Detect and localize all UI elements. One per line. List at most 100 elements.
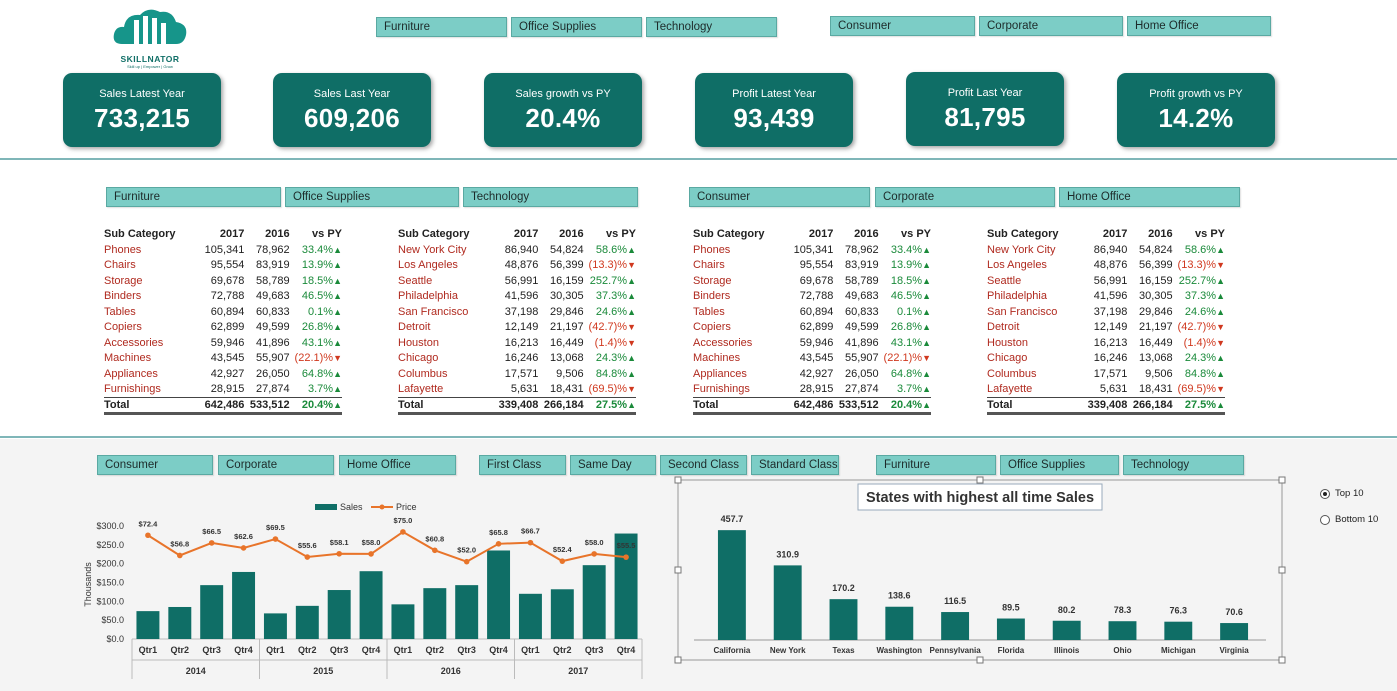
price-point bbox=[368, 551, 374, 557]
up-arrow-icon: ▲ bbox=[922, 322, 931, 333]
value-2016: 54,824 bbox=[549, 243, 584, 256]
value-2016: 18,431 bbox=[549, 383, 584, 395]
down-arrow-icon: ▼ bbox=[922, 353, 931, 364]
vs-py: 13.9%▲ bbox=[290, 258, 342, 274]
row-name: Tables bbox=[693, 305, 725, 318]
table-row: Tables 60,894 60,833 0.1%▲ bbox=[104, 304, 342, 320]
state-data-label: 78.3 bbox=[1114, 605, 1132, 615]
row-name: Binders bbox=[104, 290, 142, 303]
table-row: Los Angeles 48,876 56,399 (13.3)%▼ bbox=[987, 258, 1225, 274]
table-row: Chicago 16,246 13,068 24.3%▲ bbox=[398, 351, 636, 367]
value-2017: 642,486 bbox=[199, 396, 245, 415]
mid-slicer-home-office[interactable]: Home Office bbox=[1059, 187, 1240, 207]
vs-py-value: 20.4% bbox=[301, 398, 334, 411]
sales-bar bbox=[487, 550, 511, 639]
vs-py-value: (42.7)% bbox=[1177, 321, 1217, 334]
bottom-slicer-first-class[interactable]: First Class bbox=[479, 455, 566, 475]
price-point bbox=[527, 539, 534, 546]
up-arrow-icon: ▲ bbox=[333, 368, 342, 379]
sales-bar bbox=[232, 571, 256, 639]
bottom-slicer-office-supplies[interactable]: Office Supplies bbox=[1000, 455, 1119, 475]
mid-slicer-furniture[interactable]: Furniture bbox=[106, 187, 281, 207]
mid-slicer-corporate[interactable]: Corporate bbox=[875, 187, 1055, 207]
top-slicer-furniture[interactable]: Furniture bbox=[376, 17, 507, 37]
bottom-slicer-home-office[interactable]: Home Office bbox=[339, 455, 456, 475]
kpi-label: Profit Last Year bbox=[947, 87, 1023, 99]
top-slicer-corporate[interactable]: Corporate bbox=[979, 16, 1123, 36]
bottom-slicer-technology[interactable]: Technology bbox=[1123, 455, 1244, 475]
price-data-label: $60.8 bbox=[425, 534, 444, 543]
kpi-profit-last-year: Profit Last Year 81,795 bbox=[906, 72, 1064, 146]
vs-py-value: 13.9% bbox=[301, 259, 334, 272]
down-arrow-icon: ▼ bbox=[627, 337, 636, 348]
value-2016: 29,846 bbox=[1138, 305, 1173, 318]
row-name: Columbus bbox=[987, 367, 1037, 380]
value-2017: 5,631 bbox=[1099, 383, 1128, 395]
bottom-slicer-corporate[interactable]: Corporate bbox=[218, 455, 334, 475]
top-slicer-technology[interactable]: Technology bbox=[646, 17, 777, 37]
down-arrow-icon: ▼ bbox=[333, 353, 342, 364]
row-name: Appliances bbox=[104, 367, 158, 380]
logo: SKILLNATOR Skill up | Empower | Grow bbox=[110, 6, 190, 69]
divider bbox=[0, 158, 1397, 160]
top-slicer-home-office[interactable]: Home Office bbox=[1127, 16, 1271, 36]
mid-slicer-office-supplies[interactable]: Office Supplies bbox=[285, 187, 459, 207]
bottom-slicer-same-day[interactable]: Same Day bbox=[570, 455, 656, 475]
row-name: Los Angeles bbox=[987, 259, 1047, 272]
bottom-slicer-consumer[interactable]: Consumer bbox=[97, 455, 213, 475]
state-category-label: Michigan bbox=[1161, 646, 1196, 655]
mid-slicer-consumer[interactable]: Consumer bbox=[689, 187, 870, 207]
up-arrow-icon: ▲ bbox=[627, 244, 636, 255]
radio-bottom-10[interactable]: Bottom 10 bbox=[1320, 514, 1378, 525]
value-2017: 69,678 bbox=[799, 274, 834, 287]
down-arrow-icon: ▼ bbox=[1216, 384, 1225, 394]
up-arrow-icon: ▲ bbox=[627, 368, 636, 379]
radio-top-10[interactable]: Top 10 bbox=[1320, 488, 1364, 499]
vs-py: 46.5%▲ bbox=[290, 289, 342, 305]
states-sales-chart[interactable]: States with highest all time Sales 457.7 C… bbox=[672, 472, 1292, 668]
vs-py: 24.6%▲ bbox=[584, 304, 636, 320]
vs-py-value: 24.6% bbox=[595, 305, 628, 318]
up-arrow-icon: ▲ bbox=[333, 244, 342, 255]
up-arrow-icon: ▲ bbox=[627, 306, 636, 317]
vs-py-value: (69.5)% bbox=[588, 383, 628, 395]
vs-py: 37.3%▲ bbox=[1173, 289, 1225, 305]
up-arrow-icon: ▲ bbox=[333, 275, 342, 286]
value-2017: 12,149 bbox=[504, 321, 539, 334]
mid-slicer-technology[interactable]: Technology bbox=[463, 187, 638, 207]
table-row: Copiers 62,899 49,599 26.8%▲ bbox=[693, 320, 931, 336]
kpi-value: 14.2% bbox=[1158, 103, 1234, 133]
resize-handle bbox=[1278, 656, 1286, 664]
top-slicer-consumer[interactable]: Consumer bbox=[830, 16, 975, 36]
up-arrow-icon: ▲ bbox=[333, 306, 342, 317]
column-header: vs PY bbox=[1195, 228, 1225, 240]
column-header: 2017 bbox=[1102, 228, 1128, 240]
up-arrow-icon: ▲ bbox=[922, 368, 931, 379]
value-2017: 12,149 bbox=[1093, 321, 1128, 334]
radio-label: Bottom 10 bbox=[1335, 514, 1379, 525]
quarter-label: Qtr4 bbox=[489, 645, 508, 655]
y-tick-label: $200.0 bbox=[96, 559, 124, 569]
table-row: Copiers 62,899 49,599 26.8%▲ bbox=[104, 320, 342, 336]
table-row: Lafayette 5,631 18,431 (69.5)%▼ bbox=[987, 382, 1225, 398]
bottom-slicer-furniture[interactable]: Furniture bbox=[876, 455, 996, 475]
vs-py-value: 3.7% bbox=[897, 383, 923, 395]
column-header: 2016 bbox=[1148, 228, 1173, 240]
state-data-label: 89.5 bbox=[1002, 603, 1020, 613]
sales-bar bbox=[263, 613, 287, 639]
vs-py: 37.3%▲ bbox=[584, 289, 636, 305]
state-data-label: 138.6 bbox=[888, 591, 911, 601]
table-header-row: Sub Category 2017 2016 vs PY bbox=[398, 227, 636, 242]
vs-py: 13.9%▲ bbox=[879, 258, 931, 274]
value-2017: 17,571 bbox=[504, 367, 539, 380]
vs-py-value: 0.1% bbox=[897, 305, 923, 318]
vs-py: 33.4%▲ bbox=[290, 242, 342, 258]
top-slicer-office-supplies[interactable]: Office Supplies bbox=[511, 17, 642, 37]
bottom-slicer-second-class[interactable]: Second Class bbox=[660, 455, 747, 475]
table-row: Binders 72,788 49,683 46.5%▲ bbox=[693, 289, 931, 305]
up-arrow-icon: ▲ bbox=[922, 291, 931, 302]
bottom-slicer-standard-class[interactable]: Standard Class bbox=[751, 455, 839, 475]
sales-bar bbox=[168, 606, 192, 639]
table-row: Binders 72,788 49,683 46.5%▲ bbox=[104, 289, 342, 305]
vs-py-value: 84.8% bbox=[595, 367, 628, 380]
